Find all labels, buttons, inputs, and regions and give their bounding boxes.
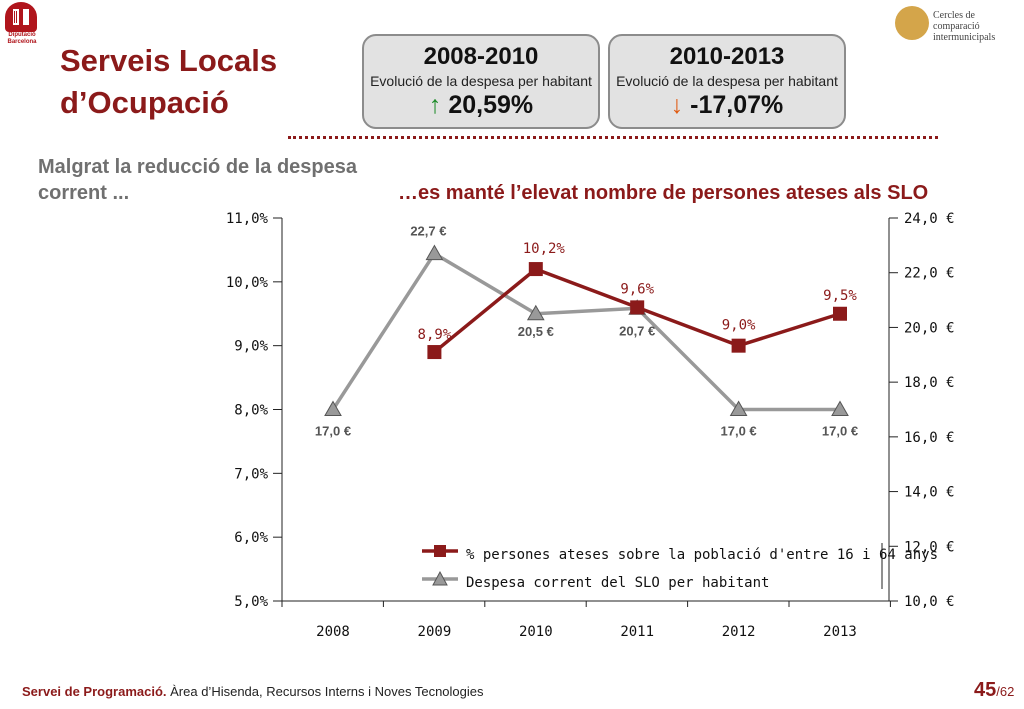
x-tick-label: 2008 bbox=[316, 624, 350, 640]
page-total: /62 bbox=[996, 684, 1015, 699]
y-left-tick-label: 5,0% bbox=[234, 594, 268, 610]
arrow-up-icon: ↑ bbox=[428, 91, 442, 119]
data-label-persones: 9,5% bbox=[823, 288, 857, 304]
point-marker-triangle bbox=[425, 244, 444, 261]
x-tick-label: 2010 bbox=[519, 624, 553, 640]
box-value-text: -17,07% bbox=[690, 91, 784, 119]
y-left-tick-label: 10,0% bbox=[226, 275, 269, 291]
point-marker-square bbox=[833, 306, 847, 321]
point-marker-triangle bbox=[729, 400, 748, 416]
y-right-tick-label: 20,0 € bbox=[904, 320, 955, 336]
y-left-tick-label: 8,0% bbox=[234, 403, 268, 419]
box-value-text: 20,59% bbox=[448, 91, 534, 119]
box-subtitle: Evolució de la despesa per habitant bbox=[370, 73, 592, 89]
legend-label-persones: % persones ateses sobre la població d'en… bbox=[466, 547, 938, 563]
legend-marker-square bbox=[434, 545, 446, 557]
y-left-tick-label: 7,0% bbox=[234, 466, 268, 482]
series-line-despesa bbox=[331, 251, 840, 412]
point-marker-square bbox=[731, 338, 746, 353]
y-right-tick-label: 10,0 € bbox=[904, 594, 955, 610]
footer: Servei de Programació. Àrea d’Hisenda, R… bbox=[22, 684, 484, 699]
title-line-1: Serveis Locals bbox=[60, 43, 278, 78]
y-right-tick-label: 18,0 € bbox=[904, 375, 955, 391]
data-label-despesa: 20,5 € bbox=[518, 324, 554, 339]
data-label-persones: 9,6% bbox=[620, 281, 654, 297]
brand-line-2: intermunicipals bbox=[933, 32, 996, 43]
y-left-tick-label: 9,0% bbox=[234, 339, 268, 355]
point-marker-triangle bbox=[526, 304, 545, 321]
data-label-despesa: 17,0 € bbox=[721, 424, 757, 439]
data-label-despesa: 17,0 € bbox=[822, 424, 858, 439]
subtitle-right: …es manté l’elevat nombre de persones at… bbox=[398, 182, 929, 204]
point-marker-triangle bbox=[831, 400, 849, 416]
x-tick-label: 2013 bbox=[823, 624, 857, 640]
x-tick-label: 2011 bbox=[620, 624, 654, 640]
brand-line-1: Cercles de comparació bbox=[933, 10, 980, 32]
y-right-tick-label: 22,0 € bbox=[904, 266, 955, 282]
point-marker-square bbox=[630, 300, 645, 315]
footer-text: Àrea d’Hisenda, Recursos Interns i Noves… bbox=[166, 684, 484, 699]
y-right-tick-label: 16,0 € bbox=[904, 430, 955, 446]
title-line-2: d’Ocupació bbox=[60, 85, 229, 120]
arrow-down-icon: ↓ bbox=[670, 91, 684, 119]
crest-icon bbox=[5, 2, 37, 32]
y-left-tick-label: 6,0% bbox=[234, 530, 268, 546]
box-subtitle: Evolució de la despesa per habitant bbox=[616, 73, 838, 89]
summary-box-2010-2013: 2010-2013 Evolució de la despesa per hab… bbox=[608, 34, 846, 129]
y-right-tick-label: 24,0 € bbox=[904, 211, 955, 227]
dotted-divider bbox=[288, 136, 938, 139]
map-icon bbox=[895, 6, 929, 40]
data-label-despesa: 22,7 € bbox=[410, 224, 446, 239]
y-left-tick-label: 11,0% bbox=[226, 211, 269, 227]
page-number: 45/62 bbox=[974, 679, 1014, 702]
diputacio-logo: Diputació Barcelona bbox=[4, 2, 40, 50]
point-marker-square bbox=[427, 345, 442, 360]
y-right-tick-label: 12,0 € bbox=[904, 539, 955, 555]
data-label-persones: 9,0% bbox=[722, 318, 756, 334]
data-label-despesa: 17,0 € bbox=[315, 424, 351, 439]
x-tick-label: 2012 bbox=[722, 624, 756, 640]
box-period: 2008-2010 bbox=[423, 43, 539, 70]
point-marker-triangle bbox=[324, 400, 342, 416]
point-marker-square bbox=[528, 262, 543, 277]
cercles-brand: Cercles de comparació intermunicipals bbox=[895, 4, 1023, 44]
box-period: 2010-2013 bbox=[669, 43, 785, 70]
footer-org: Servei de Programació. bbox=[22, 684, 167, 699]
data-label-persones: 10,2% bbox=[523, 241, 566, 257]
logo-text: Diputació Barcelona bbox=[7, 32, 37, 45]
x-tick-label: 2009 bbox=[418, 624, 452, 640]
box-value: ↓ -17,07% bbox=[610, 91, 844, 120]
y-right-tick-label: 14,0 € bbox=[904, 485, 955, 501]
legend-label-despesa: Despesa corrent del SLO per habitant bbox=[466, 575, 769, 591]
page-current: 45 bbox=[974, 679, 997, 701]
page-title: Serveis Locals d’Ocupació bbox=[60, 40, 277, 124]
data-label-despesa: 20,7 € bbox=[619, 323, 655, 338]
box-value: ↑ 20,59% bbox=[364, 91, 598, 120]
data-label-persones: 8,9% bbox=[418, 327, 452, 343]
subtitle-left: Malgrat la reducció de la despesa corren… bbox=[38, 156, 358, 204]
summary-box-2008-2010: 2008-2010 Evolució de la despesa per hab… bbox=[362, 34, 600, 129]
legend-marker-triangle bbox=[432, 570, 448, 586]
